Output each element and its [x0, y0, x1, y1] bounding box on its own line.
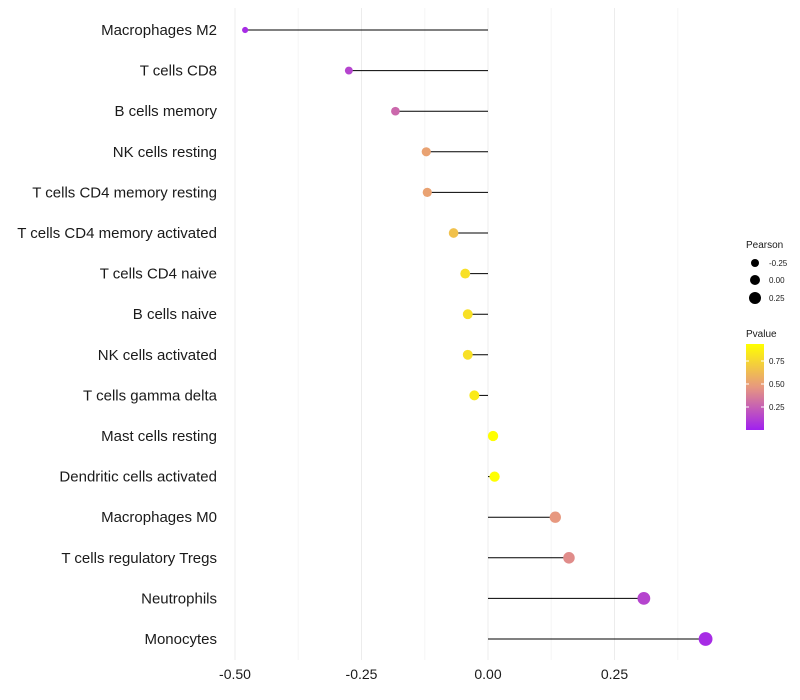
x-tick-label: -0.50 — [219, 666, 251, 682]
lollipop-point — [469, 390, 480, 401]
lollipop-point — [549, 511, 561, 523]
lollipop-point — [637, 591, 651, 605]
category-label: Macrophages M0 — [101, 509, 217, 526]
x-tick-label: 0.00 — [474, 666, 501, 682]
lollipop-point — [421, 147, 431, 157]
points — [242, 26, 713, 646]
category-label: T cells CD4 memory activated — [17, 225, 217, 242]
category-label: T cells CD4 naive — [100, 266, 217, 283]
lollipop-point — [489, 471, 500, 482]
legend-color-title: Pvalue — [746, 329, 777, 340]
legend-size-label-1: -0.25 — [769, 259, 788, 268]
category-label: NK cells activated — [98, 347, 217, 364]
stems — [245, 29, 706, 640]
legend-color-label-2: 0.50 — [769, 380, 785, 389]
legend-color: Pvalue 0.75 0.50 0.25 — [746, 329, 785, 430]
lollipop-point — [460, 268, 471, 279]
lollipop-point — [422, 187, 432, 197]
lollipop-point — [242, 26, 249, 34]
lollipop-point — [487, 430, 499, 442]
lollipop-point — [462, 349, 473, 360]
category-label: B cells memory — [114, 103, 217, 120]
legend-color-label-3: 0.25 — [769, 403, 785, 412]
lollipop-point — [344, 66, 353, 75]
lollipop-point — [391, 106, 400, 116]
category-label: B cells naive — [133, 306, 217, 323]
category-label: T cells CD8 — [140, 63, 217, 80]
category-label: Macrophages M2 — [101, 22, 217, 39]
category-label: T cells CD4 memory resting — [32, 184, 217, 201]
category-label: Monocytes — [144, 631, 217, 648]
category-label: NK cells resting — [113, 144, 217, 161]
legend-size-title: Pearson — [746, 240, 783, 251]
grid-lines — [234, 8, 679, 660]
x-tick-label: -0.25 — [346, 666, 378, 682]
legend-size-dot-3 — [749, 292, 761, 304]
legend-size-dot-2 — [750, 275, 760, 285]
category-label: T cells regulatory Tregs — [61, 550, 217, 567]
legend-size-dot-1 — [751, 259, 759, 267]
x-axis: -0.50 -0.25 0.00 0.25 — [219, 666, 628, 682]
lollipop-point — [448, 228, 459, 238]
category-label: T cells gamma delta — [83, 387, 218, 404]
category-label: Dendritic cells activated — [59, 469, 217, 486]
lollipop-point — [462, 309, 473, 320]
x-tick-label: 0.25 — [601, 666, 628, 682]
legend-size-label-3: 0.25 — [769, 294, 785, 303]
category-label: Neutrophils — [141, 590, 217, 607]
category-label: Mast cells resting — [101, 428, 217, 445]
legend-color-label-1: 0.75 — [769, 357, 785, 366]
lollipop-point — [563, 552, 575, 564]
y-axis-labels: Macrophages M2 T cells CD8 B cells memory N… — [17, 22, 217, 648]
legend-size-label-2: 0.00 — [769, 276, 785, 285]
lollipop-point — [698, 632, 713, 646]
legend-size: Pearson -0.25 0.00 0.25 — [746, 240, 788, 304]
legend-colorbar — [746, 344, 764, 430]
